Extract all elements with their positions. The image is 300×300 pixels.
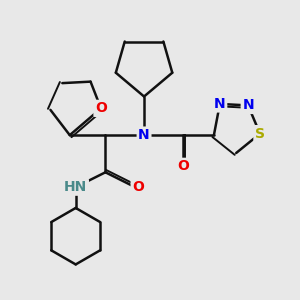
- Text: N: N: [138, 128, 150, 142]
- Text: HN: HN: [64, 180, 87, 194]
- Text: O: O: [177, 159, 189, 173]
- Text: O: O: [95, 101, 107, 116]
- Text: N: N: [214, 97, 226, 111]
- Text: S: S: [255, 127, 265, 141]
- Text: N: N: [242, 98, 254, 112]
- Text: O: O: [132, 180, 144, 194]
